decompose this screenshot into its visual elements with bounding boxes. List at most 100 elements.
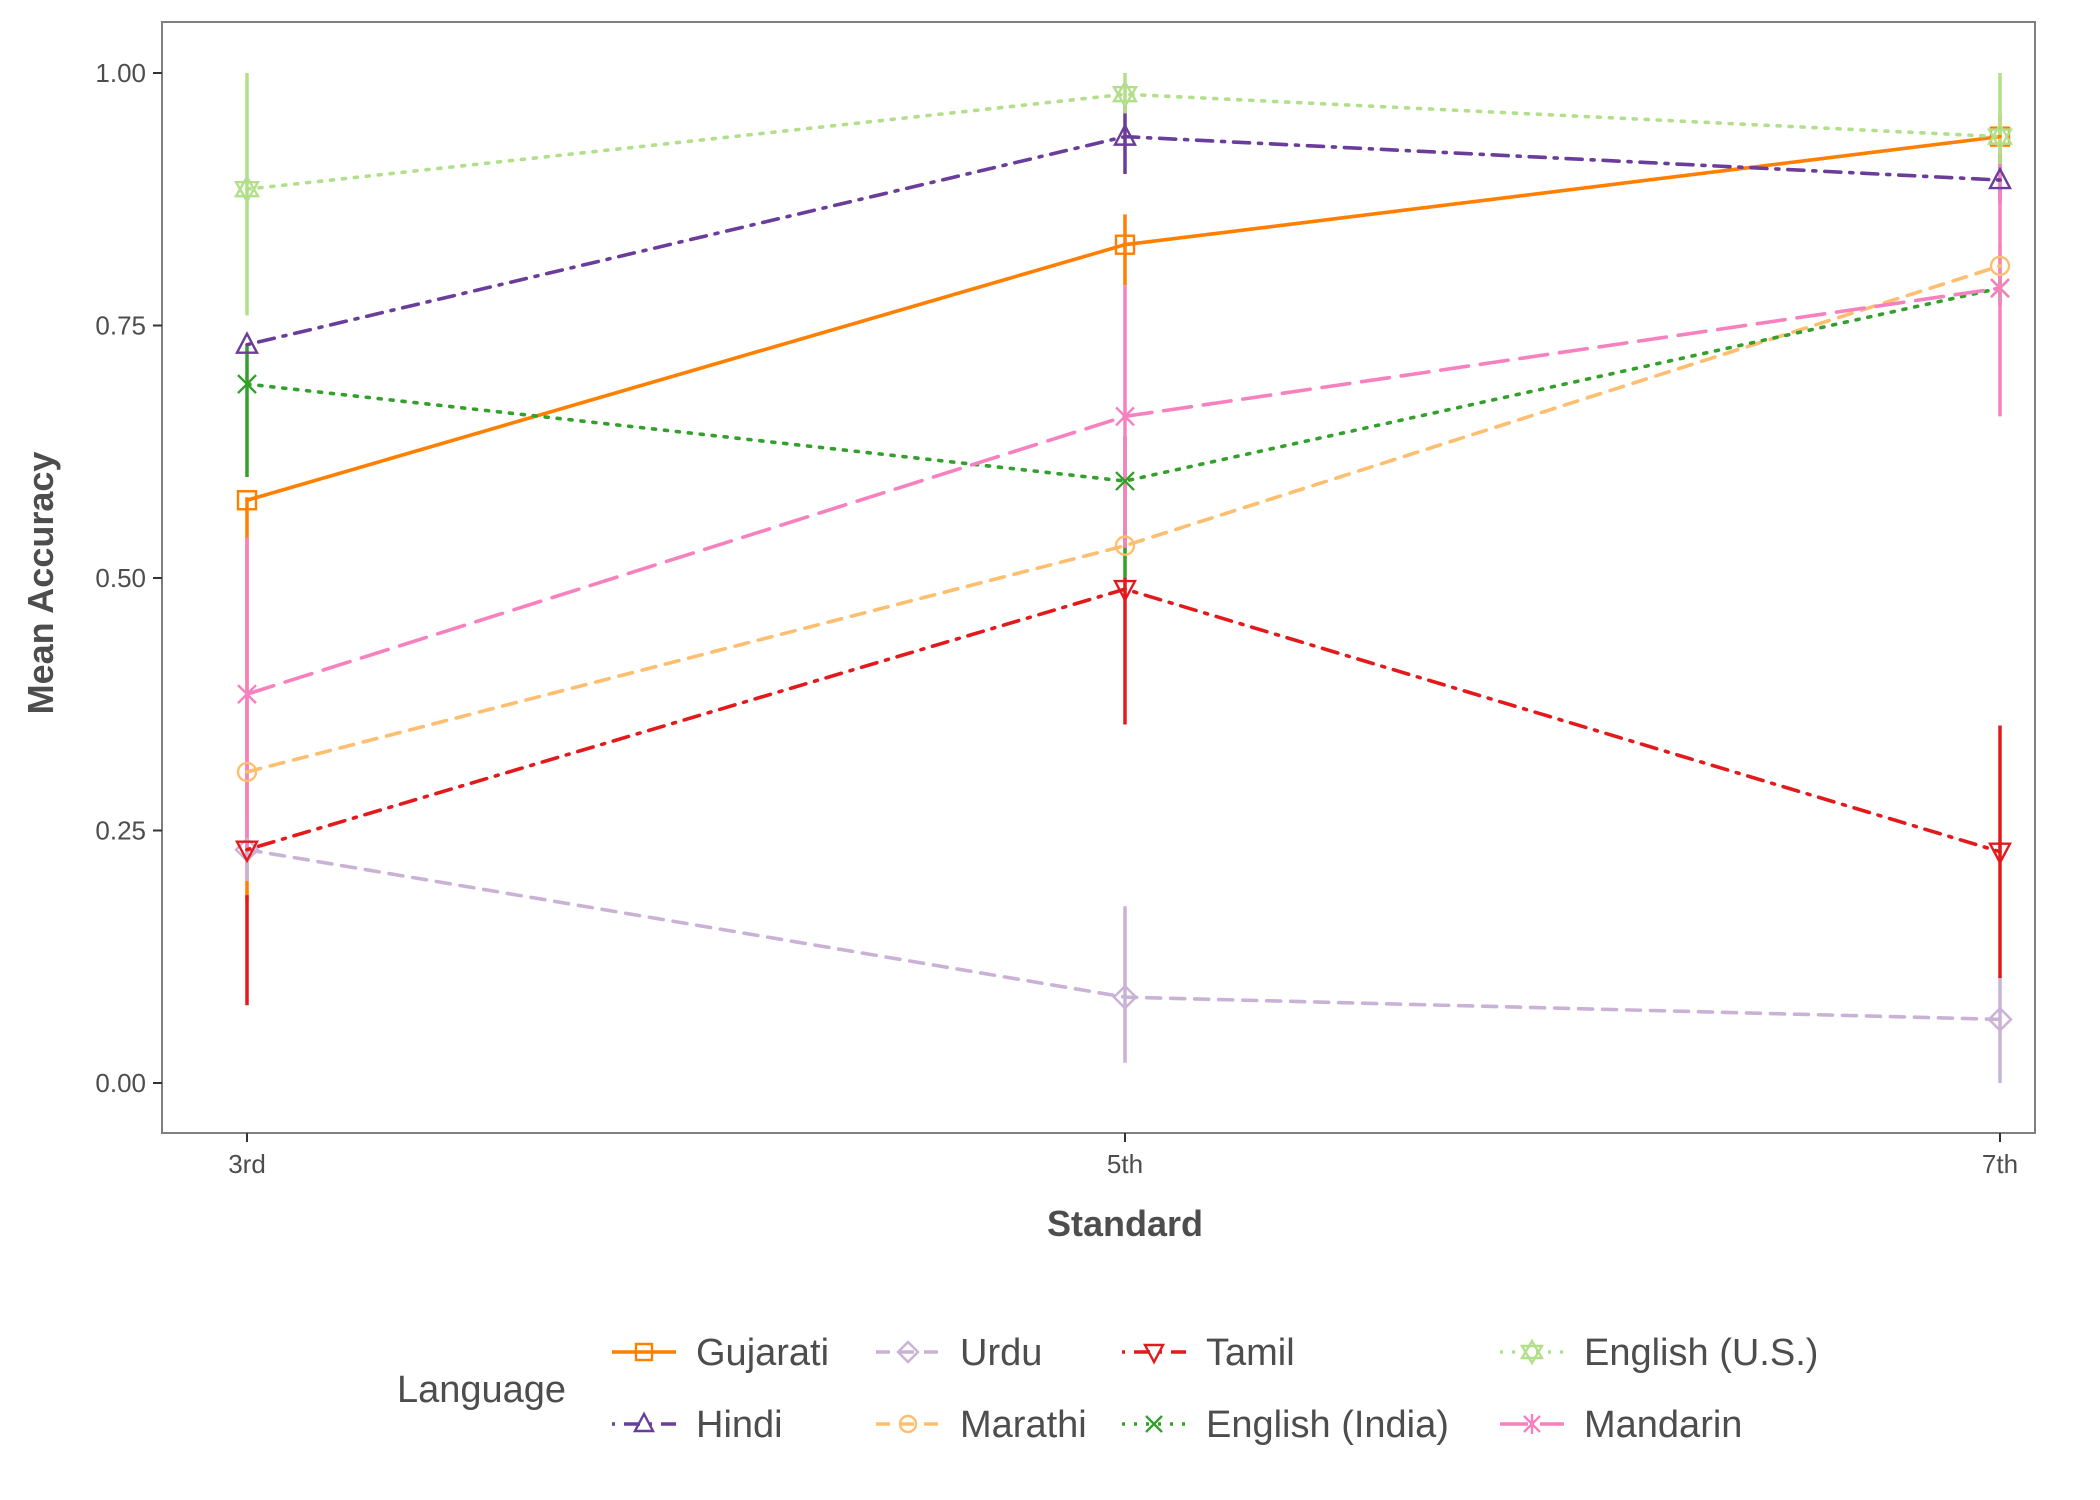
data-point	[1519, 1338, 1545, 1366]
star-marker-down	[1111, 86, 1139, 109]
y-tick-label: 0.25	[95, 816, 146, 846]
star-marker-up	[1986, 122, 2014, 145]
x-tick-label: 5th	[1107, 1149, 1143, 1179]
triangle-down-marker	[235, 840, 259, 864]
circle-marker	[1989, 255, 2011, 277]
legend-label: Gujarati	[696, 1332, 829, 1374]
series-line	[245, 92, 2002, 191]
data-point	[236, 761, 258, 783]
star-marker-up	[1111, 79, 1139, 103]
diamond-marker	[1987, 1006, 2013, 1033]
data-point	[1115, 405, 1135, 428]
series-line	[245, 286, 2002, 483]
data-point	[896, 1340, 920, 1364]
data-point	[236, 490, 258, 511]
y-tick-label: 1.00	[95, 58, 146, 88]
legend-label: English (U.S.)	[1584, 1332, 1818, 1374]
triangle-down-marker	[1988, 842, 2012, 866]
data-point	[633, 1411, 655, 1433]
data-point	[237, 374, 257, 394]
legend-item: English (India)	[1122, 1404, 1449, 1446]
x-marker	[1145, 1415, 1163, 1433]
data-point	[1523, 1414, 1541, 1434]
asterisk-marker	[1115, 405, 1135, 428]
series-line	[245, 847, 2002, 1022]
data-point	[233, 174, 261, 204]
legend-label: Urdu	[960, 1332, 1042, 1374]
panel-border	[161, 21, 2036, 1134]
data-point	[1990, 277, 2010, 300]
star-marker-down	[1986, 128, 2014, 152]
diamond-marker	[896, 1340, 920, 1364]
asterisk-marker	[1523, 1414, 1541, 1434]
asterisk-marker	[237, 683, 257, 706]
series-line	[245, 587, 2002, 854]
legend-item: Mandarin	[1500, 1404, 1742, 1446]
x-axis-title: Standard	[1047, 1203, 1203, 1244]
legend-item: Gujarati	[612, 1332, 829, 1374]
legend-item: Hindi	[612, 1404, 783, 1446]
data-point	[1113, 579, 1137, 603]
y-tick-label: 0.50	[95, 563, 146, 593]
legend: Language Gujarati Hindi Urdu Marathi Tamil En…	[397, 1332, 1818, 1446]
data-point	[235, 840, 259, 864]
star-marker-down	[233, 180, 261, 204]
square-marker	[1114, 234, 1136, 255]
x-marker	[237, 374, 257, 394]
legend-label: Tamil	[1206, 1332, 1295, 1374]
legend-label: English (India)	[1206, 1404, 1449, 1446]
series-line	[245, 264, 2002, 774]
series-line	[245, 134, 2002, 347]
star-marker-up	[233, 174, 261, 198]
data-point	[634, 1342, 654, 1362]
data-point	[1989, 255, 2011, 277]
legend-title: Language	[397, 1369, 566, 1411]
data-point	[1114, 535, 1136, 556]
y-axis: 0.00 0.25 0.50 0.75 1.00	[95, 58, 162, 1098]
data-point	[1114, 234, 1136, 255]
data-point	[898, 1414, 918, 1434]
star-marker-up	[1519, 1338, 1545, 1360]
square-marker	[634, 1342, 654, 1362]
legend-label: Mandarin	[1584, 1404, 1742, 1446]
triangle-down-marker	[1143, 1343, 1165, 1365]
x-tick-label: 7th	[1982, 1149, 2018, 1179]
data-point	[1111, 79, 1139, 109]
triangle-up-marker	[633, 1411, 655, 1433]
series-line	[245, 134, 2002, 503]
legend-item: Urdu	[876, 1332, 1042, 1374]
data-point	[1988, 842, 2012, 866]
diamond-marker	[1112, 984, 1138, 1010]
data-point	[1989, 126, 2011, 147]
legend-item: English (U.S.)	[1500, 1332, 1818, 1374]
y-tick-label: 0.00	[95, 1068, 146, 1098]
series-lines	[245, 92, 2002, 1022]
triangle-up-marker	[1113, 123, 1137, 146]
data-point	[1986, 122, 2014, 152]
series-markers	[233, 79, 2014, 1033]
data-point	[237, 683, 257, 706]
data-point	[1113, 123, 1137, 146]
square-marker	[1989, 126, 2011, 147]
circle-marker	[236, 761, 258, 783]
data-point	[1987, 1006, 2013, 1033]
square-marker	[236, 490, 258, 511]
asterisk-marker	[1990, 277, 2010, 300]
legend-item: Tamil	[1122, 1332, 1295, 1374]
data-point	[1145, 1415, 1163, 1433]
triangle-down-marker	[1113, 579, 1137, 603]
data-point	[1143, 1343, 1165, 1365]
circle-marker	[1114, 535, 1136, 556]
data-point	[235, 331, 259, 354]
data-point	[1988, 166, 2012, 190]
triangle-up-marker	[1988, 166, 2012, 190]
legend-label: Hindi	[696, 1404, 783, 1446]
star-marker-down	[1519, 1344, 1545, 1366]
legend-item: Marathi	[876, 1404, 1087, 1446]
triangle-up-marker	[235, 331, 259, 354]
y-axis-title: Mean Accuracy	[20, 452, 61, 715]
data-point	[1112, 984, 1138, 1010]
x-tick-label: 3rd	[228, 1149, 266, 1179]
data-point	[1115, 471, 1135, 491]
